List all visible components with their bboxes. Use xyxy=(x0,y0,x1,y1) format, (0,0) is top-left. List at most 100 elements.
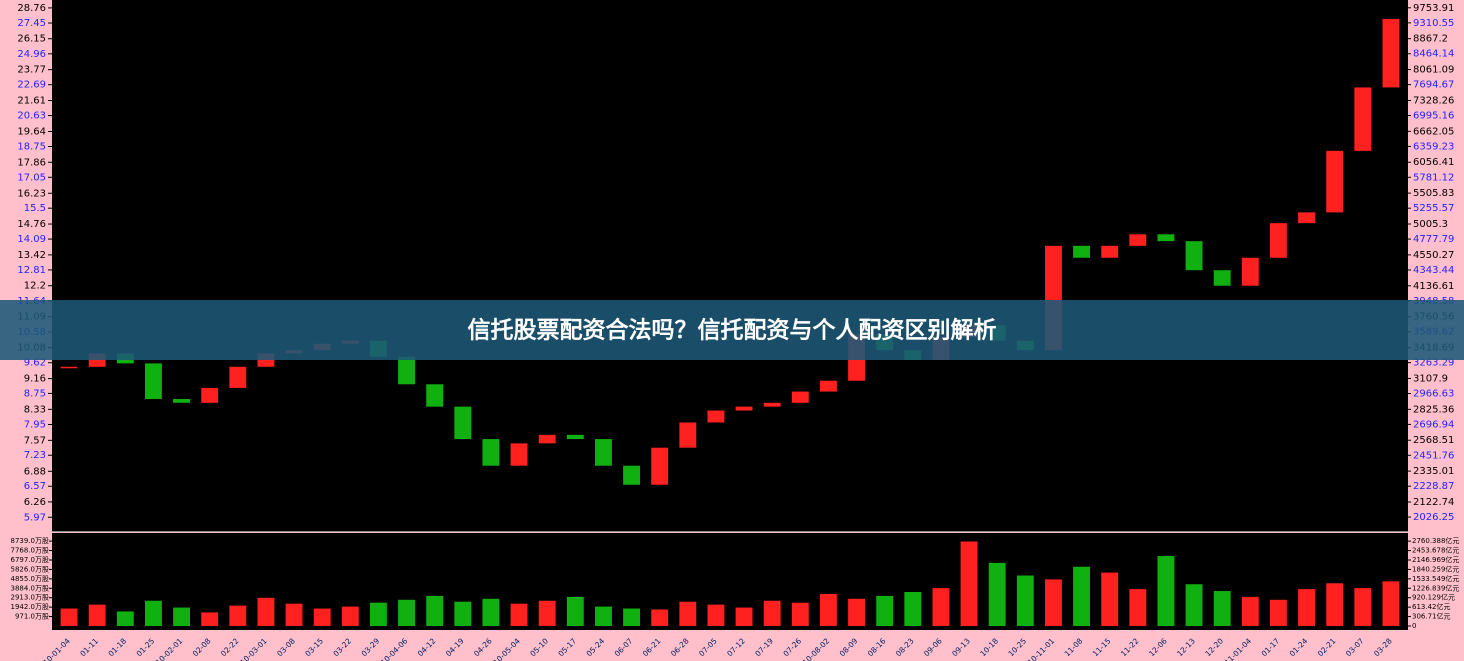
x-tick-label: 01-18 xyxy=(106,636,128,658)
volume-bar xyxy=(1157,556,1175,626)
volume-tick-label: 8739.0万股 xyxy=(11,537,50,545)
x-tick-label: 03-29 xyxy=(359,636,381,658)
y2-tick-label: 2568.51 xyxy=(1413,435,1454,446)
candle xyxy=(229,366,247,388)
x-tick-label: 03-28 xyxy=(1372,636,1394,658)
y2-tick-label: 2228.87 xyxy=(1413,481,1454,492)
candle xyxy=(1382,18,1400,88)
y2-tick-label: 2825.36 xyxy=(1413,404,1454,415)
y-tick-label: 16.23 xyxy=(17,188,46,199)
volume-bar xyxy=(595,606,612,626)
x-tick-label: 01-24 xyxy=(1288,636,1310,658)
y2-tick-label: 4550.27 xyxy=(1413,250,1454,261)
candle xyxy=(1101,245,1119,258)
volume-bar xyxy=(763,600,781,626)
x-tick-label: 04-19 xyxy=(444,636,466,658)
candle xyxy=(538,434,556,444)
amount-tick-label: 1840.259亿元 xyxy=(1412,564,1459,573)
x-tick-label: 01-25 xyxy=(134,636,156,658)
x-tick-label: 06-21 xyxy=(641,636,663,658)
amount-tick-label: 613.42亿元 xyxy=(1412,602,1451,611)
x-tick-label: 04-26 xyxy=(472,636,494,658)
x-tick-label: 09-13 xyxy=(950,636,972,658)
volume-bar xyxy=(960,541,978,626)
volume-bar xyxy=(1354,588,1372,626)
volume-bar xyxy=(1298,589,1315,626)
y2-tick-label: 2122.74 xyxy=(1413,497,1454,508)
candle xyxy=(510,443,528,466)
y-tick-label: 19.64 xyxy=(17,126,46,137)
y2-tick-label: 6359.23 xyxy=(1413,141,1454,152)
y2-tick-label: 2966.63 xyxy=(1413,389,1454,400)
volume-bar xyxy=(1270,599,1287,626)
y2-tick-label: 8867.2 xyxy=(1413,34,1448,45)
y2-tick-label: 9753.91 xyxy=(1413,3,1454,14)
candle xyxy=(398,356,415,385)
x-tick-label: 12-20 xyxy=(1203,636,1225,658)
volume-bar xyxy=(538,600,556,626)
volume-tick-label: 4855.0万股 xyxy=(11,575,50,583)
y-tick-label: 7.95 xyxy=(24,419,46,430)
volume-bar xyxy=(370,602,387,626)
volume-bar xyxy=(510,603,528,626)
y2-tick-label: 5255.57 xyxy=(1413,203,1454,214)
y-tick-label: 20.63 xyxy=(17,111,46,122)
volume-bar xyxy=(145,600,162,626)
y-tick-label: 6.88 xyxy=(24,466,46,477)
y2-tick-label: 8061.09 xyxy=(1413,65,1454,76)
y2-tick-label: 5505.83 xyxy=(1413,188,1454,199)
volume-bar xyxy=(1129,589,1147,626)
y2-tick-label: 2026.25 xyxy=(1413,512,1454,523)
y-tick-label: 23.77 xyxy=(17,65,46,76)
volume-tick-label: 6797.0万股 xyxy=(11,556,50,564)
y2-tick-label: 4343.44 xyxy=(1413,265,1454,276)
volume-bar xyxy=(1073,566,1090,626)
x-tick-label: 03-15 xyxy=(303,636,325,658)
volume-bar xyxy=(116,611,134,626)
candle xyxy=(651,447,669,485)
x-tick-label: 06-07 xyxy=(613,636,635,658)
volume-bar xyxy=(848,598,865,626)
x-tick-label: 07-12 xyxy=(725,636,747,658)
y-tick-label: 28.76 xyxy=(17,3,46,14)
price-panel xyxy=(52,0,1408,531)
y-tick-label: 15.5 xyxy=(24,203,46,214)
volume-tick-label: 971.0万股 xyxy=(15,613,49,621)
candle xyxy=(1298,212,1315,224)
x-tick-label: 03-22 xyxy=(331,636,353,658)
y-tick-label: 7.57 xyxy=(24,435,46,446)
volume-bar xyxy=(791,602,809,626)
y-tick-label: 17.86 xyxy=(17,157,46,168)
candle xyxy=(454,406,472,440)
y-tick-label: 14.76 xyxy=(17,219,46,230)
x-tick-label: 12-13 xyxy=(1175,636,1197,658)
x-tick-label: 01-11 xyxy=(78,636,100,658)
x-tick-label: 05-24 xyxy=(584,636,606,658)
candle xyxy=(1326,150,1344,213)
y-tick-label: 7.23 xyxy=(24,450,46,461)
candle xyxy=(820,380,837,392)
volume-bar xyxy=(60,608,78,626)
x-tick-label: 06-28 xyxy=(669,636,691,658)
y2-tick-label: 2451.76 xyxy=(1413,450,1454,461)
y-tick-label: 21.61 xyxy=(17,96,46,107)
volume-bar xyxy=(257,597,275,626)
candle xyxy=(1213,270,1231,286)
amount-tick-label: 2453.678亿元 xyxy=(1412,546,1459,555)
candle xyxy=(566,434,584,440)
y-tick-label: 26.15 xyxy=(17,34,46,45)
x-tick-label: 08-23 xyxy=(894,636,916,658)
y-tick-label: 8.33 xyxy=(24,404,46,415)
volume-bar xyxy=(1045,579,1062,626)
x-tick-label: 05-10 xyxy=(528,636,550,658)
x-tick-label: 02-21 xyxy=(1316,636,1338,658)
y-tick-label: 6.26 xyxy=(24,497,46,508)
y2-tick-label: 6995.16 xyxy=(1413,111,1454,122)
title-banner xyxy=(0,300,1464,360)
candle xyxy=(1157,234,1175,242)
x-tick-label: 07-26 xyxy=(781,636,803,658)
volume-bar xyxy=(1241,596,1259,626)
y2-tick-label: 2335.01 xyxy=(1413,466,1454,477)
y2-tick-label: 7694.67 xyxy=(1413,80,1454,91)
x-tick-label: 08-16 xyxy=(866,636,888,658)
